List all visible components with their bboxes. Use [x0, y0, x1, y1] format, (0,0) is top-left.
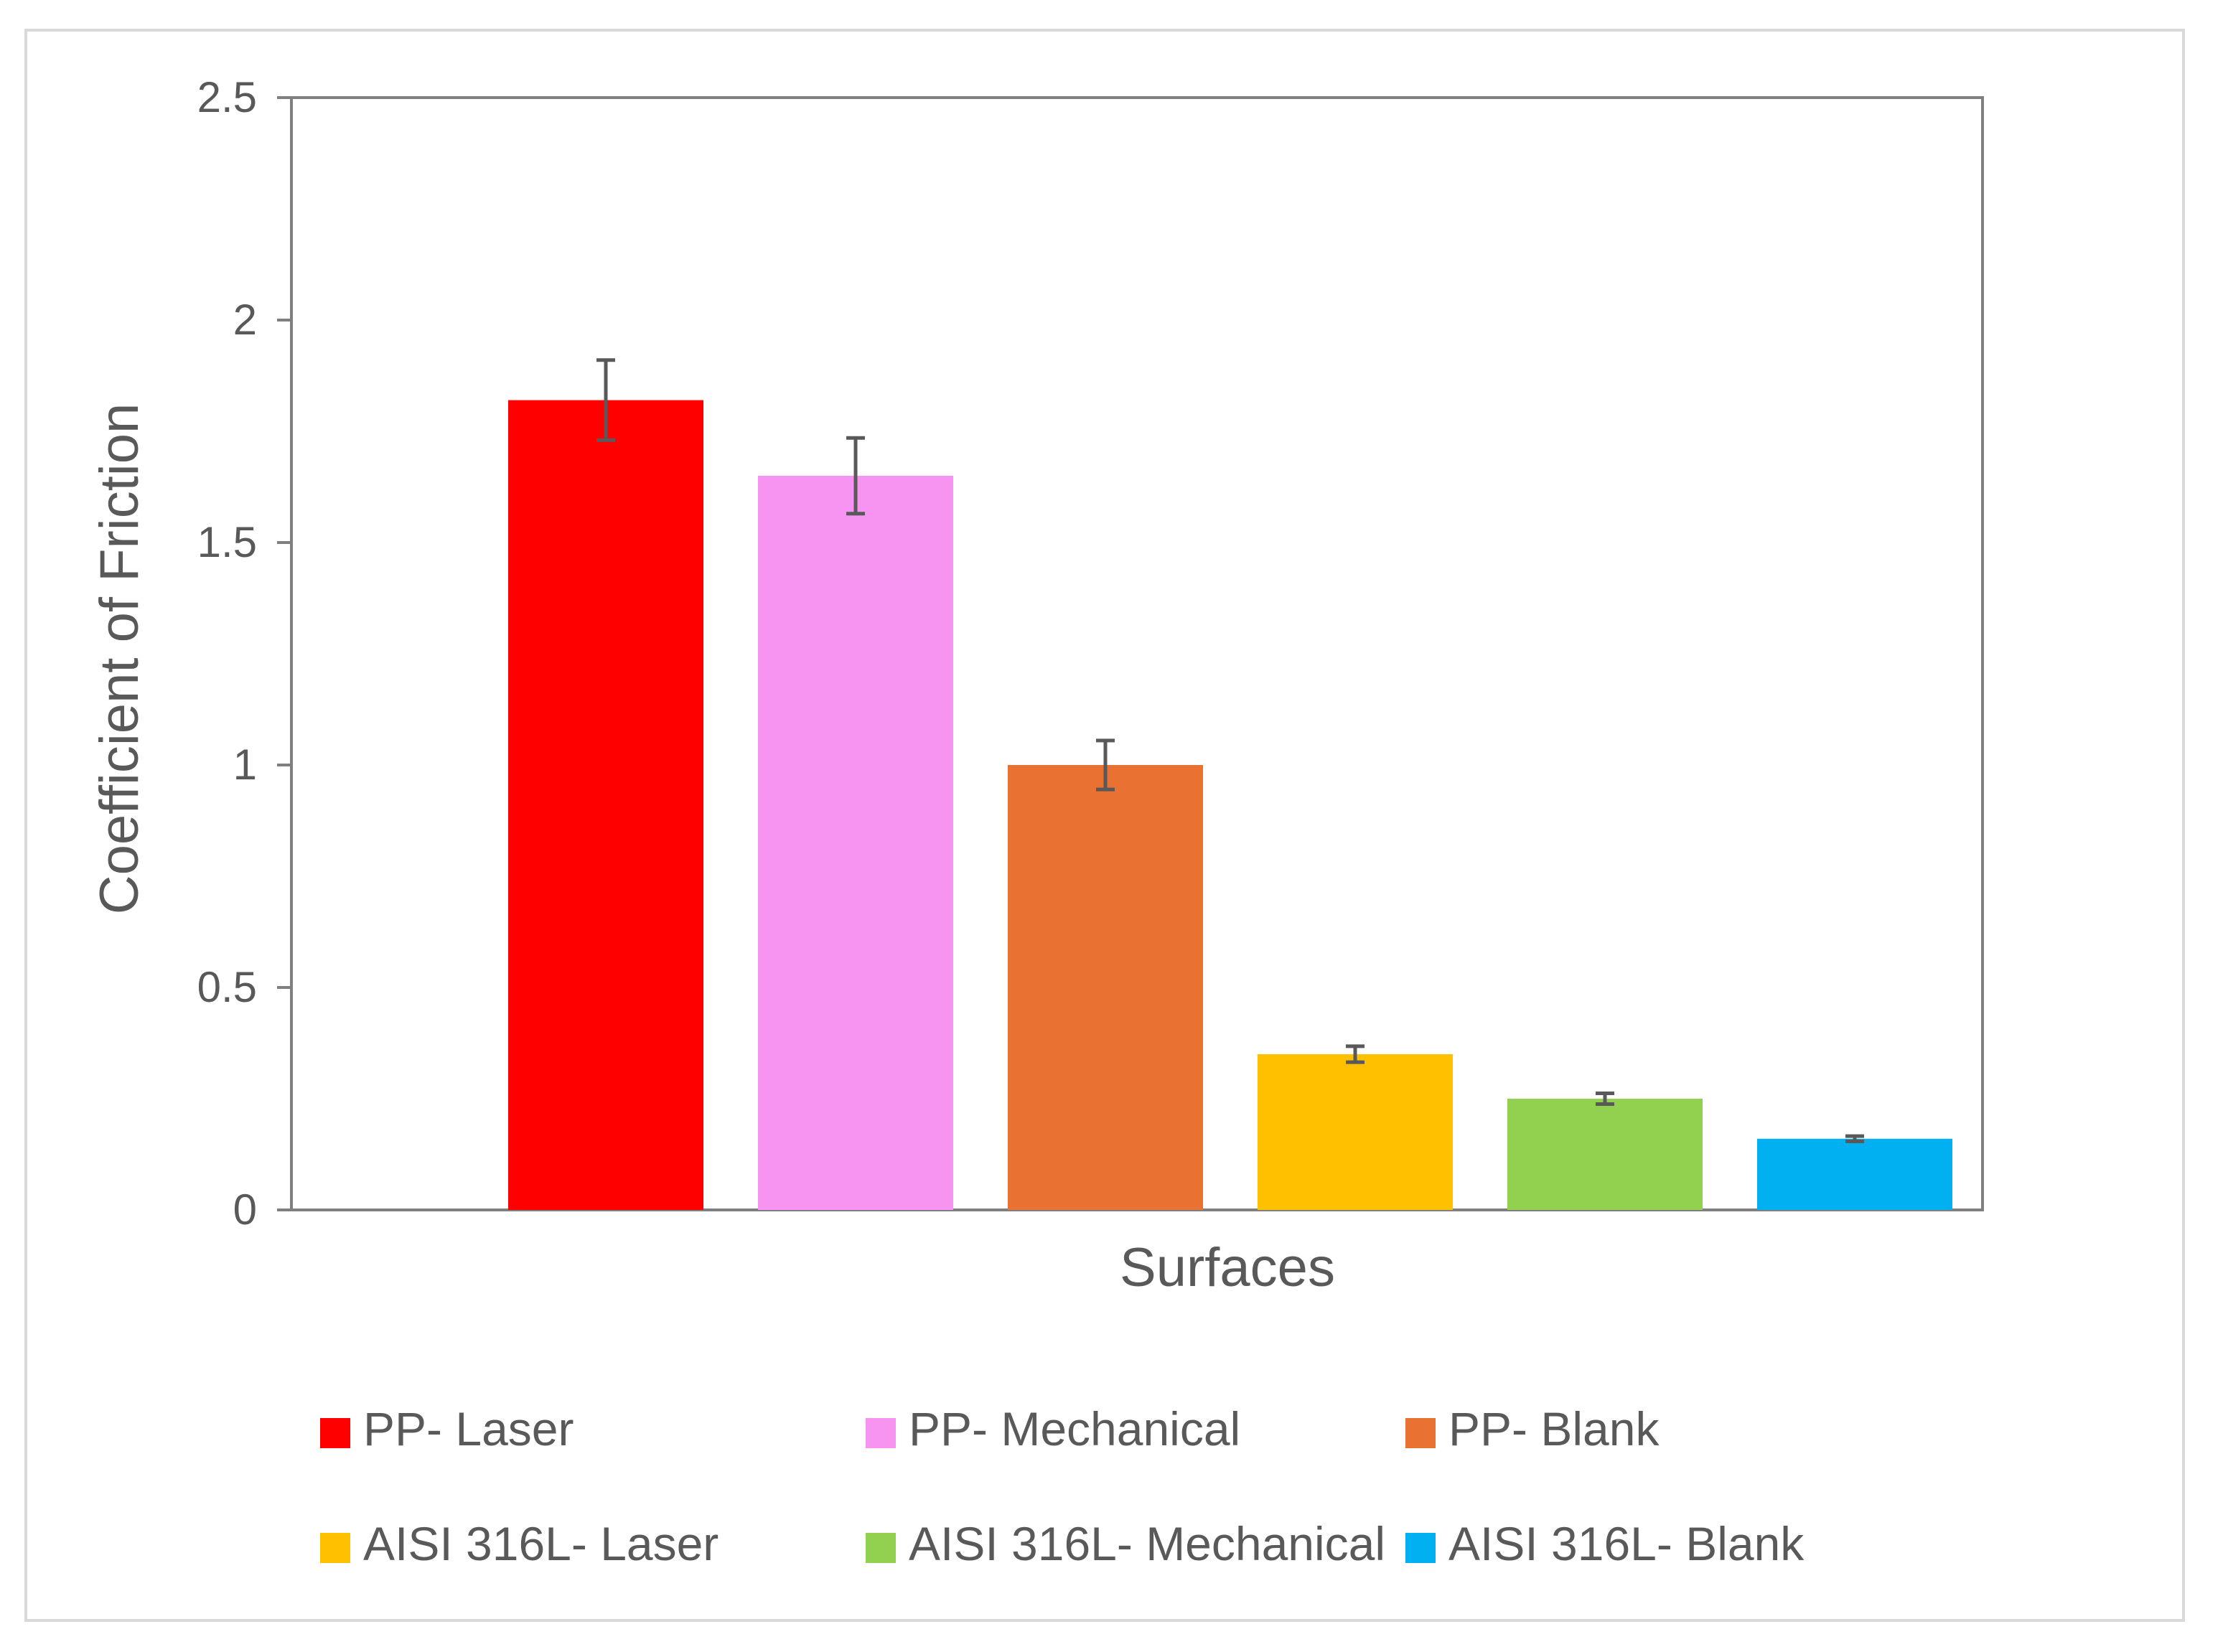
bar-pp-mechanical: [758, 476, 953, 1210]
legend-label: PP- Laser: [363, 1402, 574, 1455]
legend-item: AISI 316L- Mechanical: [866, 1517, 1385, 1570]
legend-swatch: [320, 1418, 350, 1448]
legend-item: AISI 316L- Laser: [320, 1517, 719, 1570]
y-tick-label: 1: [233, 741, 257, 789]
legend-item: PP- Laser: [320, 1402, 574, 1455]
legend-item: PP- Blank: [1405, 1402, 1660, 1455]
y-ticks: 0 0.5 1 1.5 2 2.5: [197, 73, 291, 1234]
legend-swatch: [866, 1418, 896, 1448]
bar-aisi-316l-mechanical: [1507, 1099, 1703, 1210]
legend-swatch: [320, 1533, 350, 1563]
legend-label: PP- Mechanical: [909, 1402, 1240, 1455]
bar-aisi-316l-laser: [1258, 1054, 1453, 1210]
legend-swatch: [866, 1533, 896, 1563]
legend-label: AISI 316L- Laser: [363, 1517, 719, 1570]
legend-label: AISI 316L- Blank: [1448, 1517, 1805, 1570]
legend-label: AISI 316L- Mechanical: [909, 1517, 1385, 1570]
legend: PP- Laser PP- Mechanical PP- Blank AISI 316…: [320, 1402, 1805, 1570]
legend-label: PP- Blank: [1448, 1402, 1660, 1455]
x-axis-title: Surfaces: [1120, 1237, 1335, 1298]
y-tick-label: 2.5: [197, 73, 257, 121]
legend-swatch: [1405, 1533, 1436, 1563]
y-tick-label: 0: [233, 1186, 257, 1234]
bar-pp-blank: [1008, 765, 1203, 1210]
y-axis-title: Coefficient of Friction: [89, 403, 150, 914]
y-tick-label: 1.5: [197, 518, 257, 566]
legend-item: AISI 316L- Blank: [1405, 1517, 1805, 1570]
bar-pp-laser: [508, 400, 703, 1210]
bar-aisi-316l-blank: [1757, 1138, 1952, 1210]
legend-swatch: [1405, 1418, 1436, 1448]
legend-item: PP- Mechanical: [866, 1402, 1240, 1455]
error-bars: [596, 358, 1864, 1144]
bars: [508, 400, 1952, 1210]
y-tick-label: 0.5: [197, 963, 257, 1011]
y-tick-label: 2: [233, 296, 257, 344]
